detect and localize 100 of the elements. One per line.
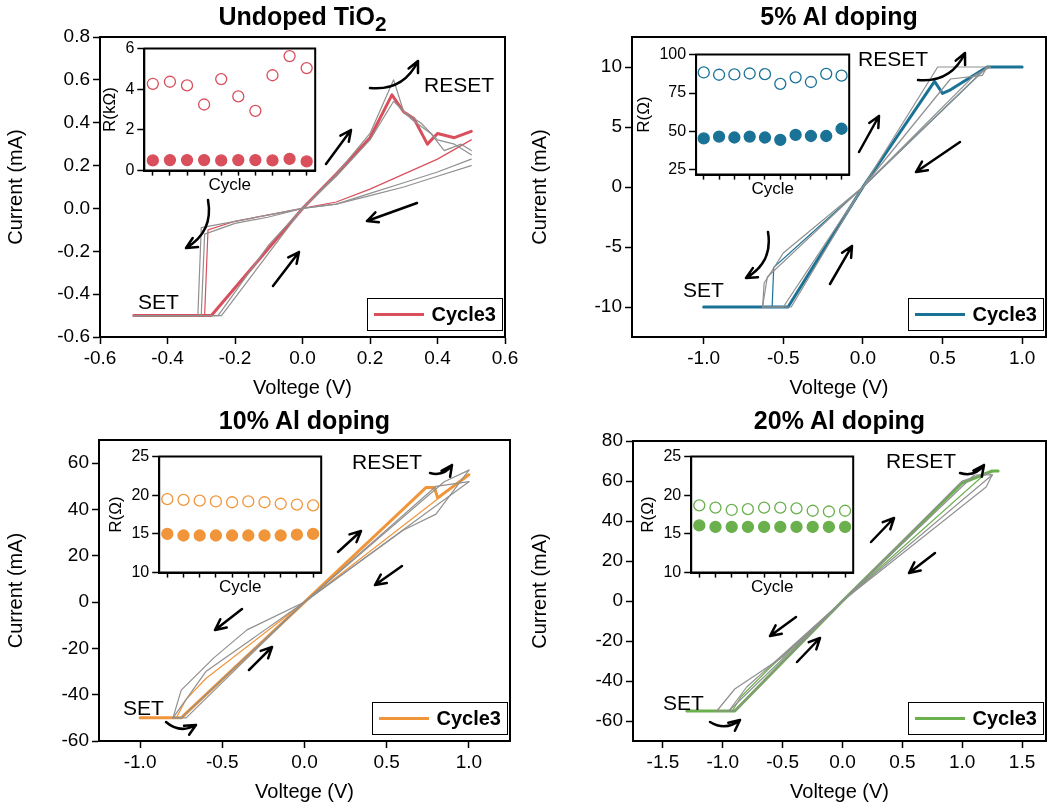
legend-label: Cycle3 [972, 707, 1037, 730]
x-tick-label: 1.0 [455, 750, 483, 772]
y-tick-label: 25 [663, 447, 682, 465]
annotation: SET [683, 278, 725, 301]
x-tick-label: 0.5 [929, 346, 956, 368]
annotation: RESET [858, 47, 929, 70]
x-tick-label: 0.2 [356, 346, 384, 368]
y-tick-label: 40 [601, 509, 623, 531]
y-tick-label: 0.4 [63, 110, 91, 132]
x-tick-label: -1.0 [706, 750, 740, 772]
annotation: RESET [424, 73, 495, 96]
x-tick-label: -1.5 [646, 750, 680, 772]
x-tick-label: -1.0 [687, 346, 721, 368]
legend-label: Cycle3 [436, 707, 501, 730]
x-tick-label: 0.6 [491, 346, 519, 368]
y-axis-title: Current (mA) [3, 129, 26, 245]
y-axis-title: R(Ω) [637, 496, 657, 533]
y-tick-label: 20 [67, 544, 89, 565]
y-tick-label: 0.0 [63, 196, 90, 218]
y-tick-label: -0.4 [57, 282, 91, 304]
chart-title: Undoped TiO$_{2}$ [217, 2, 388, 36]
y-tick-label: 80 [601, 429, 623, 451]
y-axis-title: R(Ω) [105, 496, 125, 533]
y-axis-title: R(kΩ) [99, 87, 119, 133]
x-axis-title: Cycle [218, 577, 262, 597]
x-axis-title: Voltege (V) [253, 375, 352, 398]
y-tick-label: -40 [595, 669, 623, 691]
y-tick-label: -60 [61, 729, 89, 751]
annotation: RESET [886, 449, 957, 472]
y-tick-label: 6 [125, 39, 135, 57]
annotation: SET [663, 691, 705, 714]
y-axis-title: Current (mA) [527, 533, 550, 649]
y-tick-label: 0.6 [63, 68, 90, 90]
x-tick-label: -0.5 [766, 750, 800, 772]
x-tick-label: 0.0 [849, 346, 877, 368]
x-tick-label: 0.0 [289, 346, 316, 368]
y-tick-label: -0.6 [57, 325, 90, 347]
y-axis-title: Current (mA) [3, 532, 26, 649]
y-tick-label: 100 [659, 45, 687, 63]
y-axis-title: Current (mA) [527, 129, 550, 245]
chart-title: 10% Al doping [217, 406, 392, 435]
y-tick-label: 20 [131, 485, 150, 503]
annotation: SET [138, 290, 180, 313]
y-tick-label: 50 [668, 121, 687, 139]
y-tick-label: 20 [663, 485, 682, 503]
y-tick-label: 5 [611, 115, 622, 137]
annotation: RESET [352, 450, 423, 473]
y-tick-label: 2 [125, 120, 135, 138]
legend-label: Cycle3 [972, 303, 1037, 326]
y-tick-label: 0.8 [63, 25, 90, 47]
y-tick-label: 10 [663, 563, 682, 581]
x-axis-title: Cycle [750, 577, 794, 597]
x-tick-label: -0.5 [205, 750, 239, 772]
x-tick-label: -0.4 [151, 346, 185, 368]
y-tick-label: 40 [67, 497, 89, 519]
y-tick-label: 0 [78, 590, 89, 612]
y-tick-label: 0 [612, 589, 623, 611]
x-axis-title: Voltege (V) [255, 779, 354, 802]
y-tick-label: 15 [663, 524, 682, 542]
x-axis-title: Voltege (V) [790, 779, 889, 802]
x-tick-label: 0.4 [424, 346, 452, 368]
x-tick-label: 1.0 [948, 750, 976, 772]
y-tick-label: -5 [605, 235, 622, 257]
y-tick-label: 60 [601, 469, 623, 491]
x-axis-title: Cycle [751, 179, 794, 199]
y-tick-label: 0.2 [63, 153, 90, 175]
y-tick-label: -10 [594, 295, 622, 317]
x-axis-title: Voltege (V) [789, 375, 889, 398]
y-tick-label: -20 [61, 636, 89, 658]
x-tick-label: 1.0 [1008, 346, 1036, 368]
y-tick-label: 15 [131, 524, 150, 542]
y-tick-label: -60 [595, 709, 623, 731]
x-tick-label: -0.5 [766, 346, 800, 368]
chart-title: 5% Al doping [759, 2, 919, 31]
y-tick-label: -40 [61, 682, 89, 704]
x-tick-label: -0.6 [83, 346, 117, 368]
y-tick-label: 75 [668, 83, 687, 101]
chart-title: 20% Al doping [752, 406, 927, 435]
y-tick-label: 4 [125, 79, 135, 97]
y-tick-label: 60 [67, 451, 89, 473]
x-tick-label: 0.0 [291, 750, 318, 772]
x-tick-label: 0.5 [373, 750, 400, 772]
x-tick-label: 0.0 [829, 750, 856, 772]
x-tick-label: 0.5 [889, 750, 916, 772]
y-tick-label: -0.2 [57, 239, 90, 261]
y-tick-label: -20 [595, 629, 623, 651]
y-tick-label: 0 [125, 161, 135, 179]
x-tick-label: -1.0 [123, 750, 157, 772]
y-tick-label: 20 [601, 549, 623, 571]
x-tick-label: 1.5 [1008, 750, 1036, 772]
x-axis-title: Cycle [208, 175, 252, 195]
annotation: SET [123, 696, 165, 719]
y-tick-label: 25 [131, 447, 150, 465]
y-tick-label: 0 [611, 175, 622, 197]
y-tick-label: 25 [668, 160, 687, 178]
x-tick-label: -0.2 [218, 346, 252, 368]
y-axis-title: R(Ω) [633, 96, 653, 133]
legend-label: Cycle3 [431, 303, 496, 326]
y-tick-label: 10 [131, 563, 150, 581]
y-tick-label: 10 [600, 55, 622, 77]
